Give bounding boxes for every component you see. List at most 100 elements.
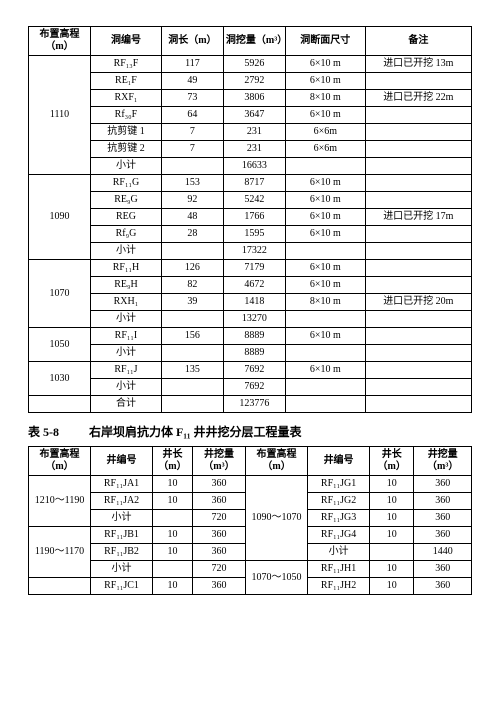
cell: 126 [161,260,223,277]
cell: RF₁₃F [91,56,162,73]
cell [365,311,471,328]
cell: RF₁₁JG4 [308,527,370,544]
cell: 6×10 m [285,260,365,277]
table-row: Rf₉G2815956×10 m [29,226,472,243]
cell: RE₉H [91,277,162,294]
cell: 小计 [91,510,153,527]
table-row: 小计17322 [29,243,472,260]
cell: 进口已开挖 22m [365,90,471,107]
cell: 6×10 m [285,192,365,209]
cell: 8×10 m [285,294,365,311]
cell: 231 [223,141,285,158]
cell: 7692 [223,362,285,379]
cell: RF₁₁JB1 [91,527,153,544]
cell: RF₁₁H [91,260,162,277]
cell: 28 [161,226,223,243]
cell: 117 [161,56,223,73]
cell: RF₁₁JA1 [91,476,153,493]
table-row: RXH₁3914188×10 m进口已开挖 20m [29,294,472,311]
elevation-cell: 1050 [29,328,91,362]
col-header: 井挖量（m³） [414,447,472,476]
cell: RE₉G [91,192,162,209]
cell [161,243,223,260]
cell: 小计 [91,379,162,396]
cell: 1440 [414,544,472,561]
cell: 7 [161,141,223,158]
table-row: 小计 7692 [29,379,472,396]
cell: 6×10 m [285,277,365,294]
cell: RXF₁ [91,90,162,107]
cell [365,328,471,345]
table-row: 小计16633 [29,158,472,175]
cell: 6×10 m [285,175,365,192]
cell: 8889 [223,345,285,362]
cell [365,192,471,209]
total-row: 合计123776 [29,396,472,413]
cell: 1766 [223,209,285,226]
elevation-cell: 1190～1170 [29,527,91,578]
cell [153,561,193,578]
cell: 10 [370,527,414,544]
table-row: 1110RF₁₃F11759266×10 m进口已开挖 13m [29,56,472,73]
cell: 10 [370,578,414,595]
cell: RE₁F [91,73,162,90]
col-header: 井长（m） [153,447,193,476]
col-header: 洞长（m） [161,27,223,56]
cell: 7692 [223,379,285,396]
cell [285,345,365,362]
elevation-cell: 1210～1190 [29,476,91,527]
cell: 4672 [223,277,285,294]
cell: 10 [370,476,414,493]
cell: 小计 [91,311,162,328]
cell [365,277,471,294]
cell: 156 [161,328,223,345]
cell: 6×6m [285,124,365,141]
cell: RF₁₁JA2 [91,493,153,510]
cell: 135 [161,362,223,379]
cell [365,226,471,243]
col-header: 井编号 [308,447,370,476]
elevation-cell: 1070～1050 [246,561,308,595]
cell: REG [91,209,162,226]
cell [161,158,223,175]
cell: 10 [370,510,414,527]
cell: 10 [370,493,414,510]
cell [161,379,223,396]
elevation-cell: 1070 [29,260,91,328]
cell: RF₁₁JG2 [308,493,370,510]
cell: 39 [161,294,223,311]
cell: 小计 [308,544,370,561]
table-row: 1070RF₁₁H12671796×10 m [29,260,472,277]
cell: 小计 [91,561,153,578]
cell: 2792 [223,73,285,90]
cell: RXH₁ [91,294,162,311]
cell: 360 [192,476,245,493]
cell: 17322 [223,243,285,260]
cell: 10 [370,561,414,578]
cell [365,345,471,362]
cell: 7 [161,124,223,141]
elevation-cell: 1090 [29,175,91,260]
cell: 6×10 m [285,328,365,345]
cell: 360 [192,527,245,544]
cell: 抗剪键 2 [91,141,162,158]
table-row: 小计13270 [29,311,472,328]
table-tunnel-quantities: 布置高程（m）洞编号洞长（m）洞挖量（m³）洞断面尺寸备注 1110RF₁₃F1… [28,26,472,413]
cell: 小计 [91,158,162,175]
cell: 10 [153,527,193,544]
cell: 360 [192,493,245,510]
cell: 10 [153,493,193,510]
cell [365,175,471,192]
cell [365,260,471,277]
cell: 6×10 m [285,209,365,226]
cell: 8×10 m [285,90,365,107]
cell: 64 [161,107,223,124]
cell: 10 [153,578,193,595]
cell: 6×10 m [285,362,365,379]
cell: 6×10 m [285,73,365,90]
cell [365,124,471,141]
col-header: 洞挖量（m³） [223,27,285,56]
table-row: REG4817666×10 m进口已开挖 17m [29,209,472,226]
table-row: RE₉G9252426×10 m [29,192,472,209]
cell: 8889 [223,328,285,345]
